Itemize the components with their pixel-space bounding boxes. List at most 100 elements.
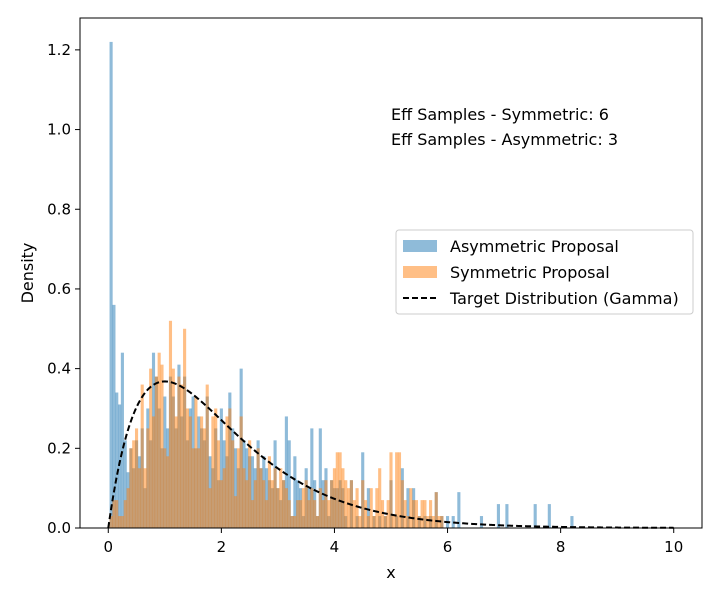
bar-symmetric-4	[120, 516, 124, 528]
y-tick-label: 1.2	[47, 41, 71, 59]
bar-symmetric-53	[259, 468, 263, 528]
bar-asymmetric-44	[233, 448, 238, 528]
legend-frame	[395, 229, 694, 315]
bar-symmetric-88	[358, 516, 362, 528]
bar-symmetric-24	[177, 376, 181, 528]
bar-symmetric-8	[132, 440, 136, 528]
bar-symmetric-71	[310, 488, 314, 528]
bar-symmetric-90	[364, 500, 368, 528]
bar-symmetric-36	[211, 416, 215, 528]
x-axis-ticks: 0 2 4 6 8 10	[103, 528, 683, 556]
bar-symmetric-56	[267, 456, 271, 528]
bar-symmetric-72	[313, 500, 317, 528]
bar-symmetric-66	[296, 500, 300, 528]
bar-asymmetric-0	[109, 41, 113, 528]
bar-symmetric-9	[134, 428, 139, 528]
bar-asymmetric-5	[123, 440, 127, 528]
y-tick-label: 0.4	[47, 360, 71, 378]
bar-symmetric-28	[188, 416, 192, 528]
bar-symmetric-114	[431, 516, 435, 528]
bar-asymmetric-106	[505, 504, 509, 528]
bar-symmetric-33	[202, 428, 206, 528]
bar-asymmetric-50	[250, 456, 255, 528]
bar-symmetric-38	[216, 440, 221, 528]
bar-symmetric-42	[228, 408, 232, 528]
x-tick-label: 4	[330, 538, 340, 556]
bar-symmetric-25	[180, 384, 184, 528]
bar-asymmetric-94	[406, 488, 410, 528]
bar-asymmetric-2	[115, 392, 119, 528]
y-tick-label: 0.6	[47, 280, 71, 298]
bar-symmetric-96	[380, 500, 385, 528]
bar-symmetric-65	[293, 516, 297, 528]
bar-asymmetric-1	[112, 304, 116, 529]
legend-label-asymmetric: Asymmetric Proposal	[450, 237, 619, 256]
x-tick-label: 10	[664, 538, 683, 556]
bar-asymmetric-4	[120, 352, 124, 528]
bar-symmetric-26	[183, 328, 187, 528]
bar-asymmetric-71	[310, 428, 314, 528]
bar-symmetric-107	[412, 500, 416, 528]
bar-symmetric-44	[233, 496, 238, 529]
bar-symmetric-14	[149, 368, 153, 529]
bar-asymmetric-3	[118, 404, 122, 528]
legend-label-symmetric: Symmetric Proposal	[450, 263, 610, 282]
bar-symmetric-100	[392, 516, 396, 528]
bar-symmetric-74	[318, 488, 322, 528]
bar-asymmetric-107	[533, 504, 537, 528]
bar-symmetric-64	[290, 516, 294, 528]
bar-symmetric-63	[287, 500, 291, 528]
bar-symmetric-92	[369, 488, 373, 528]
histogram-bars	[109, 41, 574, 529]
bar-symmetric-112	[426, 516, 430, 528]
bar-symmetric-57	[270, 480, 274, 528]
bar-asymmetric-104	[479, 516, 484, 528]
bar-symmetric-20	[166, 456, 170, 528]
bar-asymmetric-105	[496, 504, 500, 528]
legend-label-target: Target Distribution (Gamma)	[449, 289, 679, 308]
bar-asymmetric-74	[318, 428, 322, 528]
bar-symmetric-22	[171, 368, 175, 529]
bar-symmetric-108	[414, 500, 418, 528]
bar-asymmetric-63	[287, 440, 291, 528]
bar-symmetric-43	[231, 440, 235, 528]
bar-symmetric-39	[219, 480, 223, 528]
bar-symmetric-60	[279, 468, 283, 528]
bar-symmetric-6	[126, 488, 130, 528]
bar-symmetric-41	[225, 416, 229, 528]
bar-asymmetric-87	[366, 488, 370, 528]
bar-symmetric-27	[185, 408, 189, 528]
bar-asymmetric-62	[284, 416, 288, 528]
bar-symmetric-86	[352, 500, 356, 528]
bar-symmetric-46	[239, 416, 243, 528]
bar-symmetric-54	[262, 480, 266, 528]
bar-symmetric-111	[423, 500, 427, 528]
bar-symmetric-109	[417, 516, 421, 528]
bar-symmetric-35	[208, 488, 212, 528]
bar-symmetric-16	[154, 376, 158, 528]
bar-symmetric-117	[440, 516, 444, 528]
bar-asymmetric-65	[293, 456, 297, 528]
y-tick-label: 0.8	[47, 200, 71, 218]
bar-symmetric-0	[109, 516, 113, 528]
bar-asymmetric-108	[547, 504, 551, 528]
bar-symmetric-102	[397, 452, 402, 528]
bar-symmetric-48	[245, 480, 249, 528]
bar-symmetric-110	[420, 500, 424, 528]
bar-symmetric-2	[115, 500, 119, 528]
bar-symmetric-83	[344, 480, 348, 528]
bar-symmetric-34	[205, 384, 209, 528]
bar-symmetric-29	[191, 448, 195, 528]
x-tick-label: 2	[217, 538, 227, 556]
bar-symmetric-7	[129, 448, 133, 528]
bar-symmetric-106	[409, 488, 413, 528]
bar-symmetric-99	[389, 452, 393, 528]
legend-swatch-asymmetric	[403, 240, 437, 252]
bar-symmetric-95	[378, 468, 382, 528]
bar-asymmetric-39	[219, 408, 223, 528]
bar-symmetric-51	[253, 480, 257, 528]
x-tick-label: 0	[103, 538, 113, 556]
bar-symmetric-78	[330, 480, 334, 528]
bar-symmetric-17	[157, 352, 161, 528]
bar-symmetric-3	[118, 516, 122, 528]
